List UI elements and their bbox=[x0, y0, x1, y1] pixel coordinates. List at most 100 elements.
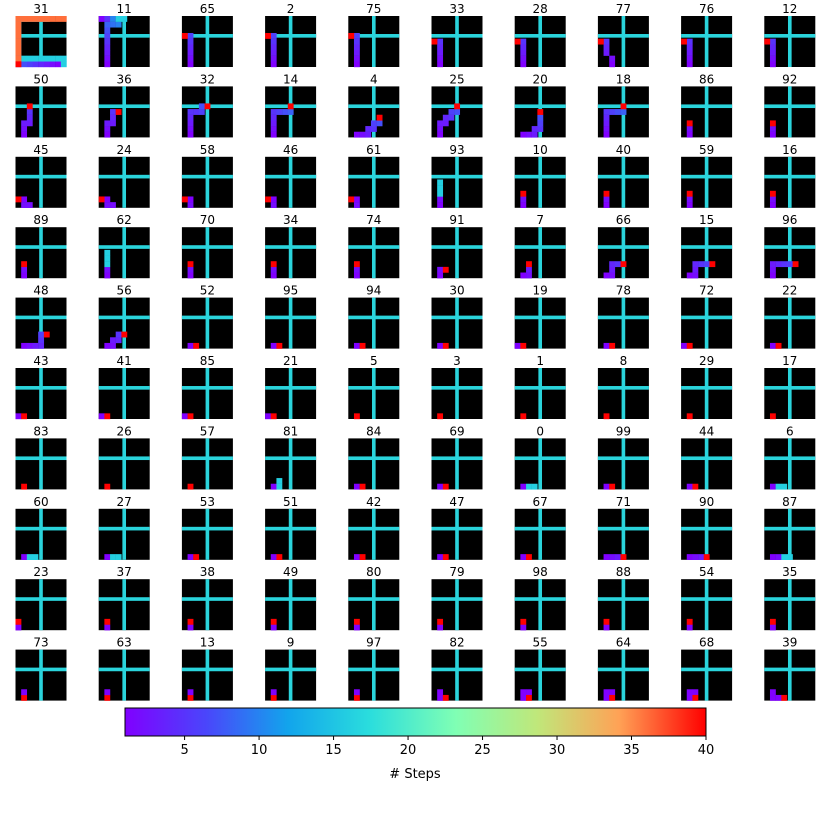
trajectory-cell bbox=[104, 50, 111, 56]
trajectory-cell bbox=[21, 272, 28, 279]
panel-title: 74 bbox=[366, 213, 381, 227]
vertical-corridor bbox=[371, 368, 376, 419]
horizontal-corridor bbox=[597, 456, 649, 461]
panel-title: 44 bbox=[699, 424, 714, 438]
trajectory-cell bbox=[104, 33, 111, 39]
horizontal-corridor bbox=[681, 245, 733, 249]
trajectory-cell bbox=[437, 554, 444, 560]
trajectory-cell bbox=[32, 342, 39, 349]
horizontal-corridor bbox=[348, 597, 400, 601]
trajectory-cell bbox=[353, 61, 360, 68]
trajectory-cell bbox=[442, 554, 449, 560]
trajectory-cell bbox=[187, 114, 194, 121]
trajectory-cell bbox=[187, 126, 194, 132]
horizontal-corridor bbox=[681, 456, 733, 461]
episode-panel: 99 bbox=[597, 424, 649, 490]
trajectory-cell bbox=[764, 38, 771, 45]
panel-title: 86 bbox=[699, 72, 714, 86]
trajectory-cell bbox=[104, 618, 111, 625]
panel-title: 69 bbox=[449, 424, 464, 438]
episode-panel: 55 bbox=[514, 636, 566, 701]
episode-panel: 22 bbox=[764, 284, 816, 349]
episode-panel: 63 bbox=[98, 636, 150, 701]
episode-panel: 64 bbox=[597, 636, 649, 701]
colorbar-tick-label: 15 bbox=[325, 743, 342, 758]
trajectory-cell bbox=[603, 694, 610, 701]
trajectory-cell bbox=[620, 554, 627, 560]
trajectory-cell bbox=[526, 554, 532, 560]
panel-title: 7 bbox=[536, 213, 544, 227]
trajectory-cell bbox=[353, 131, 360, 138]
trajectory-cell bbox=[775, 694, 782, 701]
trajectory-cell bbox=[15, 44, 22, 51]
episode-panel: 67 bbox=[514, 495, 566, 560]
horizontal-corridor bbox=[681, 597, 733, 601]
trajectory-cell bbox=[187, 44, 194, 51]
trajectory-cell bbox=[265, 413, 271, 420]
panel-title: 98 bbox=[533, 565, 548, 579]
horizontal-corridor bbox=[514, 104, 566, 109]
trajectory-cell bbox=[353, 689, 360, 696]
trajectory-cell bbox=[348, 33, 355, 39]
horizontal-corridor bbox=[98, 245, 150, 249]
episode-panel: 94 bbox=[348, 284, 400, 349]
trajectory-cell bbox=[104, 413, 111, 420]
episode-panel: 14 bbox=[265, 72, 317, 138]
horizontal-corridor bbox=[265, 386, 317, 390]
panel-title: 31 bbox=[33, 2, 48, 16]
trajectory-cell bbox=[537, 114, 544, 121]
horizontal-corridor bbox=[764, 245, 816, 249]
trajectory-cell bbox=[520, 342, 527, 349]
episode-panel: 51 bbox=[265, 495, 317, 560]
panel-title: 46 bbox=[283, 143, 298, 157]
episode-panel: 5 bbox=[348, 354, 400, 420]
trajectory-cell bbox=[26, 554, 33, 560]
vertical-corridor bbox=[39, 649, 43, 701]
horizontal-corridor bbox=[348, 34, 400, 38]
panel-title: 36 bbox=[117, 72, 132, 86]
trajectory-cell bbox=[21, 554, 28, 560]
trajectory-cell bbox=[104, 266, 111, 273]
trajectory-cell bbox=[769, 483, 776, 490]
trajectory-cell bbox=[270, 618, 277, 625]
horizontal-corridor bbox=[15, 245, 67, 249]
episode-panel: 74 bbox=[348, 213, 400, 279]
trajectory-cell bbox=[104, 16, 111, 22]
trajectory-cell bbox=[686, 38, 693, 45]
trajectory-cell bbox=[115, 109, 122, 115]
vertical-corridor bbox=[371, 508, 376, 560]
trajectory-cell bbox=[49, 16, 56, 22]
panel-title: 20 bbox=[533, 72, 548, 86]
trajectory-cell bbox=[370, 120, 377, 127]
trajectory-cell bbox=[104, 554, 111, 560]
episode-panel: 2 bbox=[265, 2, 317, 68]
trajectory-cell bbox=[603, 272, 610, 279]
episode-panel: 76 bbox=[681, 2, 733, 68]
horizontal-corridor bbox=[265, 34, 317, 38]
trajectory-cell bbox=[110, 21, 116, 28]
horizontal-corridor bbox=[265, 315, 317, 320]
trajectory-cell bbox=[115, 331, 122, 338]
vertical-corridor bbox=[621, 227, 626, 279]
trajectory-cell bbox=[187, 196, 194, 203]
panel-title: 78 bbox=[616, 284, 631, 298]
vertical-corridor bbox=[371, 297, 376, 349]
trajectory-cell bbox=[15, 55, 22, 62]
trajectory-cell bbox=[60, 16, 67, 22]
panel-title: 51 bbox=[283, 495, 298, 509]
trajectory-cell bbox=[15, 196, 22, 203]
episode-panel: 12 bbox=[764, 2, 816, 68]
vertical-corridor bbox=[122, 438, 127, 490]
trajectory-cell bbox=[603, 618, 610, 625]
trajectory-cell bbox=[620, 109, 627, 115]
trajectory-cell bbox=[282, 109, 288, 115]
episode-panel: 79 bbox=[431, 565, 483, 631]
trajectory-cell bbox=[786, 261, 793, 268]
trajectory-cell bbox=[104, 342, 111, 349]
horizontal-corridor bbox=[181, 667, 233, 672]
trajectory-cell bbox=[520, 50, 527, 56]
vertical-corridor bbox=[538, 579, 543, 631]
trajectory-cell bbox=[38, 337, 45, 344]
trajectory-cell bbox=[104, 38, 111, 45]
